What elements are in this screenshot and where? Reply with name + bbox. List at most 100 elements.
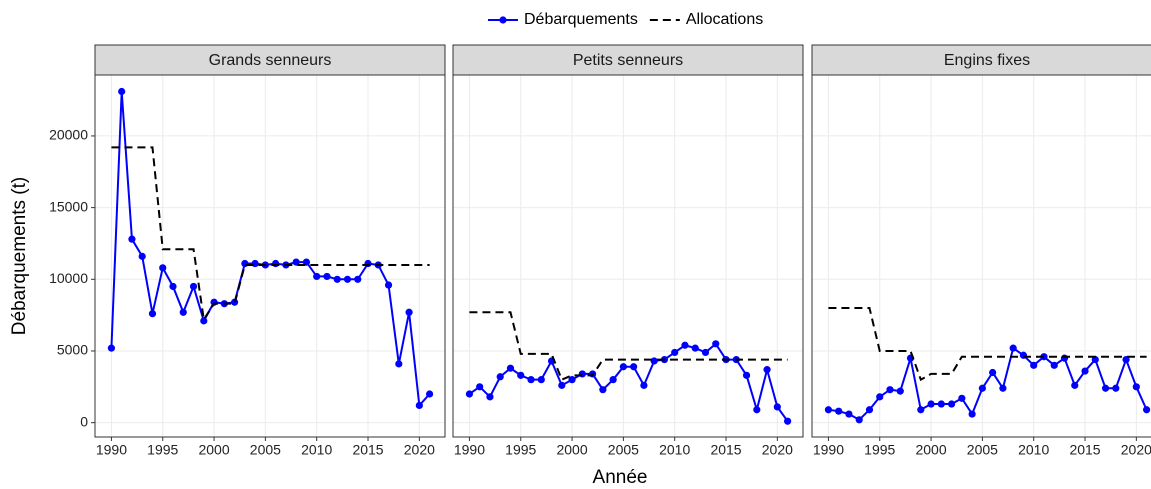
data-point [537, 376, 545, 384]
data-point [272, 259, 280, 268]
facet-strip [811, 44, 1151, 76]
data-point [784, 417, 792, 425]
data-point [128, 235, 136, 243]
data-point [230, 298, 239, 306]
data-point [845, 410, 853, 418]
data-point [251, 259, 259, 268]
data-point [568, 376, 576, 384]
data-point [937, 400, 945, 408]
legend: Débarquements Allocations [488, 11, 763, 28]
data-point [650, 357, 658, 365]
data-point [701, 348, 710, 357]
data-point [1060, 354, 1069, 362]
x-tick-label: 1990 [813, 442, 844, 458]
x-tick-label: 1995 [864, 442, 895, 458]
x-tick-label: 2015 [710, 442, 741, 458]
data-point [1009, 344, 1017, 352]
data-point [426, 390, 434, 398]
data-point [405, 308, 413, 316]
y-tick-label: 20000 [49, 127, 88, 143]
legend-label: Débarquements [524, 11, 638, 28]
data-point [763, 366, 771, 374]
x-tick-label: 2000 [915, 442, 946, 458]
data-point [1122, 355, 1130, 364]
data-point [527, 376, 535, 384]
data-point [189, 282, 198, 291]
x-tick-label: 2020 [762, 442, 793, 458]
x-tick-label: 2010 [1018, 442, 1049, 458]
data-point [1101, 384, 1110, 392]
panel-border [452, 74, 804, 438]
panel-border [94, 74, 446, 438]
x-tick-label: 2000 [198, 442, 229, 458]
data-point [313, 272, 321, 281]
data-point [989, 368, 997, 377]
data-point [476, 383, 484, 391]
data-point [773, 403, 781, 411]
data-point [681, 341, 689, 349]
legend-label: Allocations [686, 11, 763, 28]
data-point [968, 410, 976, 418]
x-tick-label: 2005 [250, 442, 281, 458]
data-point [824, 406, 833, 414]
x-tick-label: 2005 [608, 442, 639, 458]
data-point [927, 400, 935, 408]
data-point [241, 259, 249, 268]
data-point [1071, 381, 1079, 389]
data-point [835, 407, 843, 415]
x-tick-label: 2010 [659, 442, 690, 458]
data-point [753, 406, 761, 414]
data-point [486, 393, 494, 401]
data-point [292, 258, 300, 266]
data-point [1143, 406, 1151, 414]
facet-title: Grands senneurs [209, 52, 332, 69]
panel-border [811, 74, 1151, 438]
series-line [111, 146, 430, 323]
data-point [1019, 351, 1028, 359]
data-point [465, 390, 474, 398]
y-tick-label: 0 [80, 413, 88, 429]
data-point [395, 360, 403, 368]
data-point [138, 252, 146, 260]
data-point [609, 376, 617, 384]
data-point [1081, 367, 1089, 375]
data-point [671, 348, 679, 357]
data-point [506, 364, 515, 372]
data-point [578, 370, 586, 378]
data-point [876, 393, 884, 401]
x-tick-label: 2015 [1069, 442, 1100, 458]
facet-strip [94, 44, 446, 76]
x-tick-label: 1990 [454, 442, 485, 458]
data-point [148, 310, 157, 318]
facet-title: Engins fixes [944, 52, 1030, 69]
data-point [364, 259, 372, 268]
data-point [691, 344, 699, 352]
data-point [742, 371, 751, 379]
data-point [978, 384, 986, 392]
data-point [886, 386, 894, 394]
data-point [415, 401, 423, 410]
x-tick-label: 2020 [404, 442, 435, 458]
x-tick-label: 1995 [505, 442, 536, 458]
y-tick-label: 15000 [49, 198, 88, 214]
data-point [947, 400, 956, 408]
data-point [558, 381, 566, 389]
data-point [169, 282, 177, 291]
y-axis-label: Débarquements (t) [9, 177, 30, 335]
plot-background [812, 75, 1151, 437]
data-point [865, 406, 874, 414]
x-tick-label: 2010 [301, 442, 332, 458]
data-point [917, 406, 925, 414]
data-point [999, 384, 1007, 392]
data-point [619, 363, 627, 371]
data-point [1030, 361, 1038, 369]
y-tick-label: 10000 [49, 270, 88, 286]
data-point [712, 340, 720, 348]
data-point [333, 275, 341, 283]
data-point [323, 272, 331, 281]
x-tick-label: 2000 [556, 442, 587, 458]
legend-marker [499, 16, 507, 24]
plot-background [453, 75, 803, 437]
x-tick-label: 1990 [96, 442, 127, 458]
